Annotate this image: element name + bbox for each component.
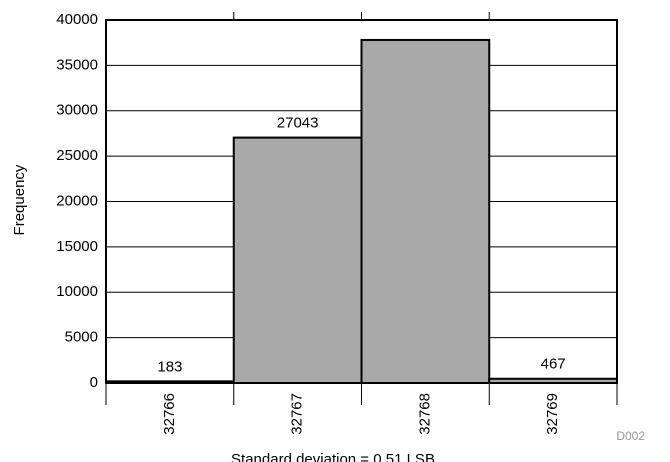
x-axis-label: Standard deviation = 0.51 LSB (231, 451, 435, 462)
value-label: 27043 (277, 115, 319, 132)
y-tick-label: 5000 (65, 329, 98, 346)
y-tick-label: 15000 (56, 238, 98, 255)
y-tick-label: 25000 (56, 147, 98, 164)
y-tick-label: 10000 (56, 283, 98, 300)
figure-id: D002 (616, 429, 645, 443)
bar (360, 38, 491, 385)
y-tick-label: 20000 (56, 192, 98, 209)
y-axis-label: Frequency (11, 164, 28, 235)
y-tick-label: 0 (90, 374, 98, 391)
y-tick-label: 30000 (56, 102, 98, 119)
plot-frame (105, 19, 618, 384)
x-tick-label: 32769 (544, 393, 561, 435)
x-tick-label: 32766 (161, 393, 178, 435)
bar (232, 136, 363, 384)
x-tick-label: 32768 (416, 393, 433, 435)
value-label: 467 (541, 356, 566, 373)
value-label: 183 (157, 358, 182, 375)
y-tick-label: 40000 (56, 11, 98, 28)
x-tick-label: 32767 (289, 393, 306, 435)
y-tick-label: 35000 (56, 56, 98, 73)
